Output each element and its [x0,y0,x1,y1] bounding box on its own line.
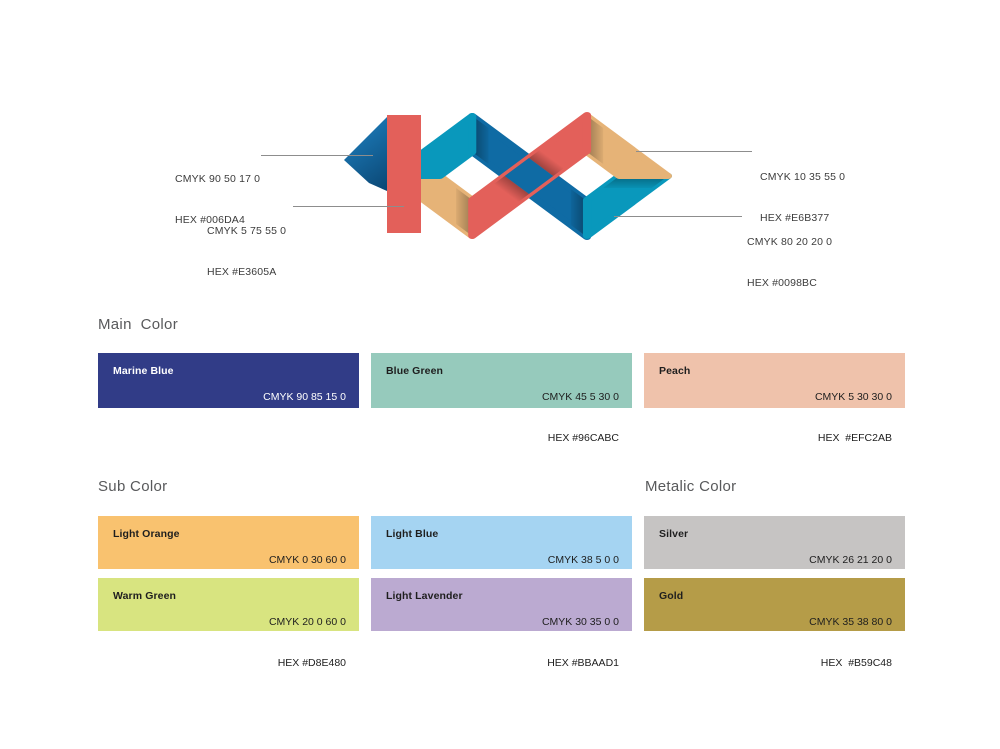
swatch-cmyk: CMYK 38 5 0 0 [547,554,619,566]
swatch-gold: Gold CMYK 35 38 80 0 HEX #B59C48 [644,578,905,669]
swatch-hex: HEX #D8E480 [277,656,346,669]
swatch-hex: HEX #EFC2AB [817,431,892,444]
section-heading-metalic-color: Metalic Color [645,478,737,495]
swatch-hex: HEX #BBAAD1 [547,656,619,669]
swatch-specs: CMYK 35 38 80 0 HEX #B59C48 [809,589,892,697]
swatch-specs: CMYK 90 85 15 0 HEX #313C87 [263,364,346,472]
swatch-name: Light Lavender [386,590,463,602]
callout-hex: HEX #E6B377 [760,211,830,224]
swatch-specs: CMYK 20 0 60 0 HEX #D8E480 [269,589,346,697]
callout-cmyk: CMYK 10 35 55 0 [760,171,846,183]
swatch-warm-green: Warm Green CMYK 20 0 60 0 HEX #D8E480 [98,578,359,669]
swatch-silver: Silver CMYK 26 21 20 0 HEX #C6C4C3 [644,516,905,607]
swatch-peach: Peach CMYK 5 30 30 0 HEX #EFC2AB [644,353,905,444]
swatch-name: Marine Blue [113,365,174,377]
swatch-hex: HEX #B59C48 [820,656,892,669]
numeral-one-bar [387,115,421,233]
swatch-light-blue: Light Blue CMYK 38 5 0 0 HEX #A5D4F2 [371,516,632,607]
callout-coral-ribbon: CMYK 5 75 55 0 HEX #E3605A [207,198,286,293]
swatch-name: Silver [659,528,689,540]
swatch-name: Warm Green [113,590,177,602]
callout-leader-line [261,155,373,156]
swatch-cmyk: CMYK 90 85 15 0 [263,391,346,403]
swatch-name: Peach [659,365,691,377]
swatch-cmyk: CMYK 45 5 30 0 [541,391,619,403]
callout-leader-line [636,151,752,152]
swatch-cmyk: CMYK 0 30 60 0 [268,554,346,566]
swatch-name: Blue Green [386,365,444,377]
callout-cmyk: CMYK 90 50 17 0 [175,173,261,185]
swatch-blue-green: Blue Green CMYK 45 5 30 0 HEX #96CABC [371,353,632,444]
swatch-marine-blue: Marine Blue CMYK 90 85 15 0 HEX #313C87 [98,353,359,444]
callout-marine-blue-ribbon: CMYK 90 50 17 0 HEX #006DA4 [175,146,260,241]
swatch-name: Gold [659,590,684,602]
swatch-cmyk: CMYK 20 0 60 0 [268,616,346,628]
callout-cmyk: CMYK 80 20 20 0 [747,236,833,248]
numeral-one-flag [344,117,387,191]
logo-100-ribbon [344,112,673,240]
ribbon-blue-over-coral-patch [504,158,554,194]
callout-hex: HEX #E3605A [207,265,277,278]
ribbon-shadow-x-lower [493,176,529,202]
swatch-specs: CMYK 5 30 30 0 HEX #EFC2AB [815,364,892,472]
swatch-name: Light Blue [386,528,439,540]
swatch-specs: CMYK 45 5 30 0 HEX #96CABC [542,364,619,472]
swatch-cmyk: CMYK 26 21 20 0 [809,554,892,566]
swatch-cmyk: CMYK 30 35 0 0 [541,616,619,628]
swatch-cmyk: CMYK 5 30 30 0 [814,391,892,403]
callout-leader-line [293,206,404,207]
swatch-specs: CMYK 30 35 0 0 HEX #BBAAD1 [542,589,619,697]
callout-hex: HEX #006DA4 [175,213,245,226]
swatch-light-orange: Light Orange CMYK 0 30 60 0 HEX #F9C26F [98,516,359,607]
swatch-hex: HEX #96CABC [547,431,619,444]
swatch-name: Light Orange [113,528,180,540]
section-heading-main-color: Main Color [98,316,178,333]
ribbon-shadow-x-upper [528,150,565,176]
callout-leader-line [614,216,742,217]
callout-hex: HEX #0098BC [747,276,817,289]
section-heading-sub-color: Sub Color [98,478,168,495]
swatch-light-lavender: Light Lavender CMYK 30 35 0 0 HEX #BBAAD… [371,578,632,669]
callout-cmyk: CMYK 5 75 55 0 [207,225,287,237]
swatch-cmyk: CMYK 35 38 80 0 [809,616,892,628]
callout-tan-ribbon: CMYK 10 35 55 0 HEX #E6B377 [760,144,845,239]
swatch-hex: HEX #313C87 [278,431,346,444]
callout-teal-ribbon: CMYK 80 20 20 0 HEX #0098BC [747,209,832,304]
